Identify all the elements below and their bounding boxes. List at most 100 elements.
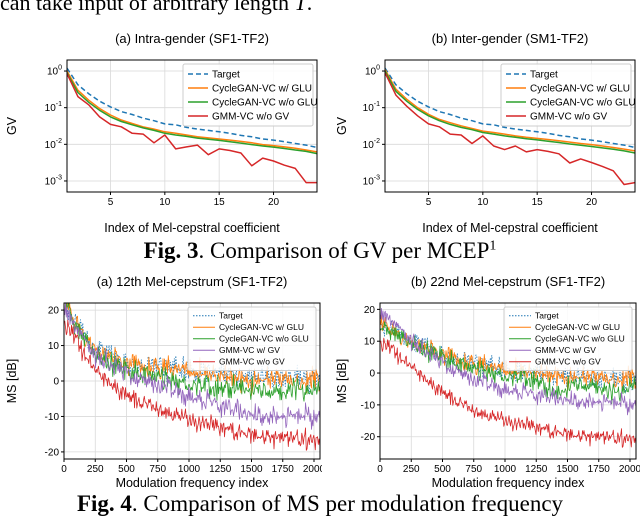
tick-base: 10: [45, 176, 57, 187]
series-group: [64, 303, 320, 451]
x-tick-label: 500: [118, 464, 135, 475]
plot-frame: [66, 59, 318, 193]
x-tick-label: 1250: [209, 464, 232, 475]
plot-frame: [384, 59, 636, 193]
tick-exponent: -1: [56, 101, 62, 108]
y-tick-label: 10-3: [45, 174, 62, 187]
series-line: [380, 321, 636, 404]
y-tick-label: 10: [364, 337, 376, 348]
tick-exponent: -2: [56, 138, 62, 145]
x-axis-ticks: 0 250 500 750 1000 1250 1500 1750 2000: [61, 459, 322, 475]
tick-exponent: -2: [374, 138, 380, 145]
x-axis-label: Index of Mel-cepstral coefficient: [422, 221, 598, 235]
figure4-caption-text: . Comparison of MS per modulation freque…: [131, 491, 564, 516]
y-tick-label: 0: [369, 369, 375, 380]
series-line: [385, 69, 635, 152]
series-line: [65, 303, 320, 395]
y-tick-label: 10-2: [363, 138, 380, 151]
x-tick-label: 1000: [494, 464, 517, 475]
legend-label: CycleGAN-VC w/ GLU: [212, 84, 312, 95]
legend-label: CycleGAN-VC w/ GLU: [219, 322, 304, 332]
legend-label: GMM-VC w/o GV: [212, 112, 290, 123]
plot-frame: [379, 302, 637, 460]
x-tick-label: 15: [214, 197, 226, 208]
x-tick-label: 0: [377, 464, 383, 475]
tick-exponent: -3: [56, 174, 62, 181]
x-tick-label: 1750: [588, 464, 611, 475]
series-line: [67, 67, 317, 149]
legend-label: GMM-VC w/o GV: [535, 357, 601, 367]
x-tick-label: 250: [87, 464, 104, 475]
x-axis-ticks: 5 10 15 20: [426, 192, 598, 208]
y-tick-label: -20: [361, 432, 376, 443]
x-tick-label: 20: [268, 197, 280, 208]
y-tick-label: 0: [53, 377, 59, 388]
legend-label: CycleGAN-VC w/o GLU: [530, 98, 636, 109]
x-tick-label: 1250: [525, 464, 548, 475]
series-group: [67, 67, 317, 184]
legend-label: CycleGAN-VC w/o GLU: [212, 98, 318, 109]
legend-label: GMM-VC w/o GV: [530, 112, 608, 123]
x-tick-label: 250: [403, 464, 420, 475]
x-tick-label: 2000: [619, 464, 640, 475]
x-tick-label: 750: [149, 464, 166, 475]
y-tick-label: 10-3: [363, 174, 380, 187]
legend-label: Target: [212, 70, 240, 81]
x-tick-label: 1500: [240, 464, 263, 475]
legend-label: CycleGAN-VC w/ GLU: [535, 322, 620, 332]
tick-base: 10: [45, 103, 57, 114]
x-axis-label: Modulation frequency index: [116, 476, 270, 489]
y-tick-label: 10: [48, 341, 60, 352]
text-suffix: .: [306, 0, 313, 15]
legend-label: Target: [219, 311, 243, 321]
series-line: [64, 319, 320, 451]
series-line: [385, 72, 635, 186]
tick-base: 10: [365, 67, 377, 78]
legend-label: Target: [535, 311, 559, 321]
series-line: [380, 337, 636, 448]
series-line: [67, 70, 317, 153]
footnote-mark: 1: [489, 238, 497, 254]
y-axis-ticks: 20 10 0 -10 -20: [361, 305, 380, 443]
y-axis-ticks: 20 10 0 -10 -20: [45, 306, 64, 458]
ms-22nd-chart: (b) 22nd Mel-cepstrum (SF1-TF2) 0 250 500 75…: [335, 274, 640, 489]
series-line: [67, 72, 317, 155]
y-tick-label: 10-1: [45, 101, 62, 114]
x-tick-label: 10: [477, 197, 489, 208]
tick-base: 10: [363, 103, 375, 114]
math-variable: T: [294, 0, 307, 15]
y-axis-label: MS [dB]: [335, 359, 349, 403]
y-tick-label: -10: [361, 400, 376, 411]
y-tick-label: 100: [47, 65, 62, 78]
x-tick-label: 1500: [556, 464, 579, 475]
y-tick-label: -20: [45, 447, 60, 458]
legend-box: [500, 63, 632, 127]
figure4-caption: Fig. 4. Comparison of MS per modulation …: [0, 491, 640, 517]
legend-label: GMM-VC w/ GV: [535, 345, 596, 355]
x-tick-label: 2000: [303, 464, 322, 475]
tick-base: 10: [363, 140, 375, 151]
chart-title: (a) Intra-gender (SF1-TF2): [115, 31, 269, 46]
y-tick-label: 10-1: [363, 101, 380, 114]
series-line: [385, 67, 635, 149]
y-axis-label: GV: [335, 116, 349, 135]
x-tick-label: 500: [434, 464, 451, 475]
series-line: [64, 303, 320, 402]
figure4-label: Fig. 4: [76, 491, 132, 516]
chart-title: (b) Inter-gender (SM1-TF2): [432, 31, 589, 46]
legend-label: CycleGAN-VC w/ GLU: [530, 84, 630, 95]
legend-label: CycleGAN-VC w/o GLU: [219, 334, 309, 344]
gv-intra-chart: (a) Intra-gender (SF1-TF2)5 10 15 2010010-1…: [5, 31, 318, 235]
legend-box: [182, 63, 314, 127]
x-tick-label: 10: [159, 197, 171, 208]
figure3-label: Fig. 3: [143, 238, 199, 263]
x-tick-label: 1750: [272, 464, 295, 475]
y-tick-label: 10-2: [45, 138, 62, 151]
x-tick-label: 750: [465, 464, 482, 475]
x-tick-label: 20: [586, 197, 598, 208]
chart-title: (a) 12th Mel-cepstrum (SF1-TF2): [97, 274, 288, 289]
